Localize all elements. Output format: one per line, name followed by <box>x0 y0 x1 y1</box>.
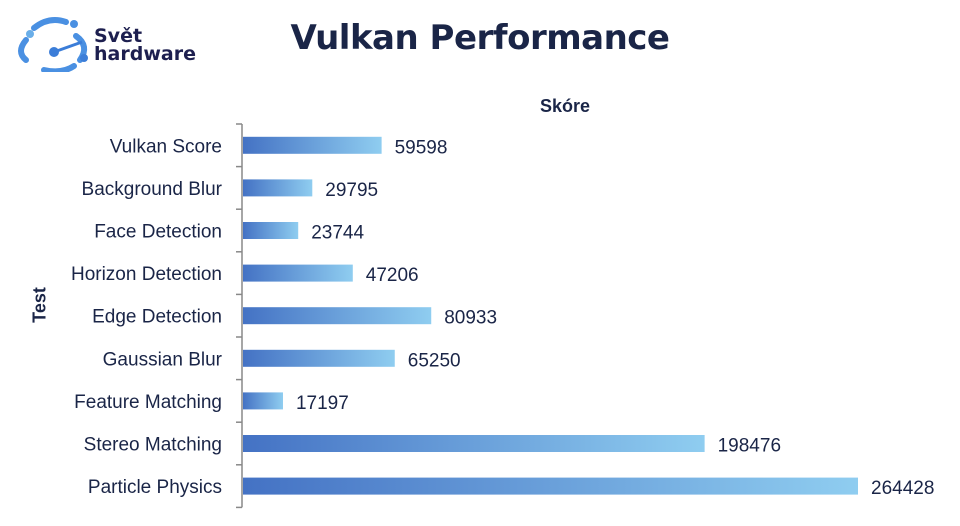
logo-line2: hardware <box>94 43 196 65</box>
bar <box>243 307 432 325</box>
data-label: 29795 <box>325 180 378 201</box>
category-label: Particle Physics <box>88 477 222 498</box>
category-label: Edge Detection <box>92 307 222 328</box>
category-label: Face Detection <box>94 222 222 243</box>
category-label: Stereo Matching <box>84 435 222 456</box>
data-label: 23744 <box>311 223 364 244</box>
bar <box>243 136 382 154</box>
x-axis-label: Skóre <box>540 96 591 116</box>
logo: Svět hardware <box>14 12 196 77</box>
bar <box>243 179 313 197</box>
bar <box>243 392 283 410</box>
bar <box>243 264 353 282</box>
category-label: Background Blur <box>82 179 223 200</box>
bar <box>243 222 299 239</box>
category-label: Gaussian Blur <box>103 349 223 370</box>
bar <box>243 349 395 367</box>
data-label: 264428 <box>871 478 934 499</box>
category-label: Feature Matching <box>74 392 222 413</box>
data-label: 17197 <box>296 393 349 414</box>
data-label: 80933 <box>444 308 497 329</box>
chart-title: Vulkan Performance <box>290 18 670 58</box>
data-label: 198476 <box>718 436 781 457</box>
category-label: Vulkan Score <box>110 136 222 157</box>
bar <box>243 435 705 452</box>
bar <box>243 477 858 495</box>
data-label: 65250 <box>408 350 461 371</box>
logo-icon <box>18 17 88 75</box>
logo-line1: Svět <box>94 25 143 47</box>
data-label: 47206 <box>366 265 419 286</box>
category-label: Horizon Detection <box>71 264 222 285</box>
data-label: 59598 <box>395 137 448 158</box>
